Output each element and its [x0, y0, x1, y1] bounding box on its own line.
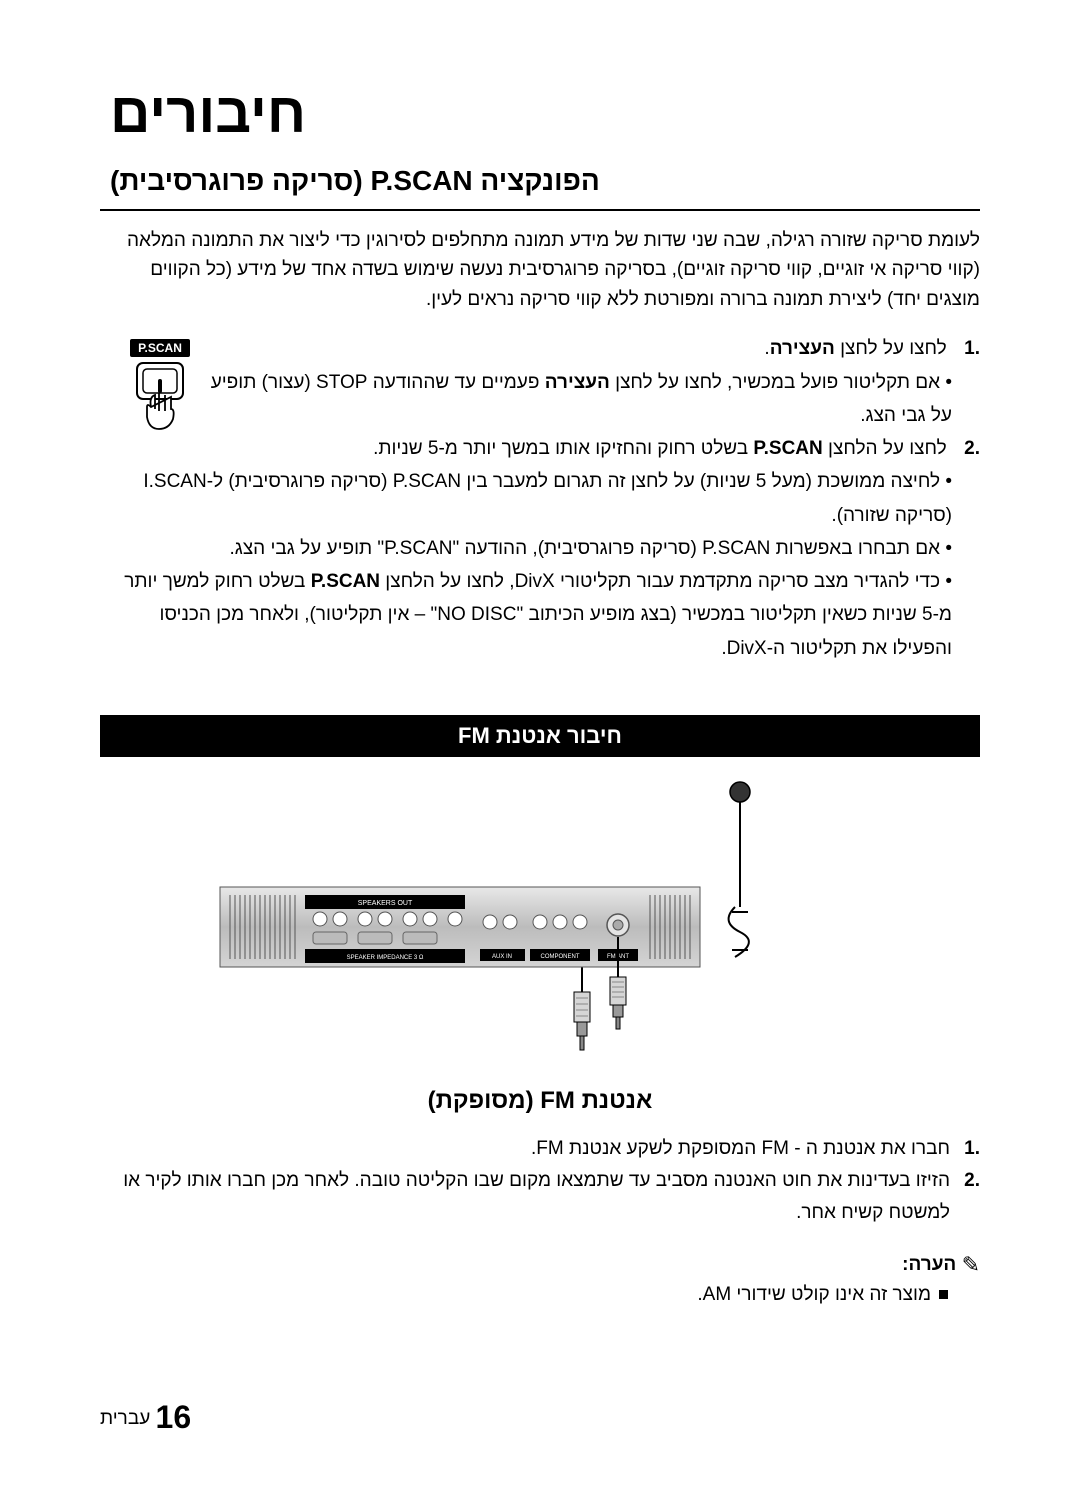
fm-step-1-text: חברו את אנטנת ה - FM המסופקת לשקע אנטנת … — [100, 1133, 950, 1165]
step-2-bullet-2: • אם תבחרו באפשרות P.SCAN (סריקה פרוגרסי… — [100, 532, 980, 565]
fm-step-1-number: .1 — [950, 1133, 980, 1165]
step-1-bullet: • אם תקליטור פועל במכשיר, לחצו על לחצן ה… — [100, 366, 980, 433]
divider — [100, 209, 980, 211]
step-1-text: לחצו על לחצן העצירה. — [764, 338, 946, 359]
svg-text:COMPONENT: COMPONENT — [541, 954, 580, 960]
step-1-number: .1 — [952, 332, 980, 365]
svg-text:SPEAKER IMPEDANCE 3 Ω: SPEAKER IMPEDANCE 3 Ω — [347, 955, 424, 961]
fm-antenna-subheading: אנטנת FM (מסופקת) — [100, 1087, 980, 1115]
instruction-list: .1 לחצו על לחצן העצירה. • אם תקליטור פוע… — [100, 332, 980, 665]
fm-step-2-number: .2 — [950, 1165, 980, 1230]
svg-text:AUX IN: AUX IN — [492, 954, 512, 960]
svg-text:P.SCAN: P.SCAN — [138, 341, 182, 355]
note-label: הערה: — [902, 1254, 956, 1275]
note-block: ✎ הערה: מוצר זה אינו קולט שידורי AM. — [100, 1252, 980, 1306]
step-2-number: .2 — [952, 432, 980, 465]
page-footer: 16 עברית — [100, 1399, 199, 1436]
fm-antenna-section-bar: חיבור אנטנת FM — [100, 715, 980, 757]
fm-antenna-diagram: SPEAKERS OUT SPEAKER IMPEDANCE 3 Ω AUX I… — [100, 777, 980, 1062]
step-2-bullet-3: • כדי להגדיר מצב סריקה מתקדמת עבור תקליט… — [100, 565, 980, 665]
intro-paragraph: לעומת סריקה שזורה רגילה, שבה שני שדות של… — [100, 226, 980, 314]
svg-text:SPEAKERS OUT: SPEAKERS OUT — [358, 900, 413, 907]
fm-step-2-text: הזיזו בעדינות את חוט האנטנה מסביב עד שתמ… — [100, 1165, 950, 1230]
section-subtitle: הפונקציה P.SCAN (סריקה פרוגרסיבית) — [100, 165, 980, 197]
note-icon: ✎ — [962, 1252, 980, 1277]
page-title: חיבורים — [100, 80, 980, 145]
step-2-text: לחצו על הלחצן P.SCAN בשלט רחוק והחזיקו א… — [373, 438, 947, 459]
step-2-bullet-1: • לחיצה ממושכת (מעל 5 שניות) על לחצן זה … — [100, 465, 980, 532]
fm-instruction-list: .1 חברו את אנטנת ה - FM המסופקת לשקע אנט… — [100, 1133, 980, 1230]
footer-language: עברית — [100, 1408, 150, 1429]
pscan-button-icon: P.SCAN — [120, 337, 200, 432]
page-number: 16 — [156, 1399, 192, 1435]
note-item: מוצר זה אינו קולט שידורי AM. — [100, 1284, 980, 1306]
